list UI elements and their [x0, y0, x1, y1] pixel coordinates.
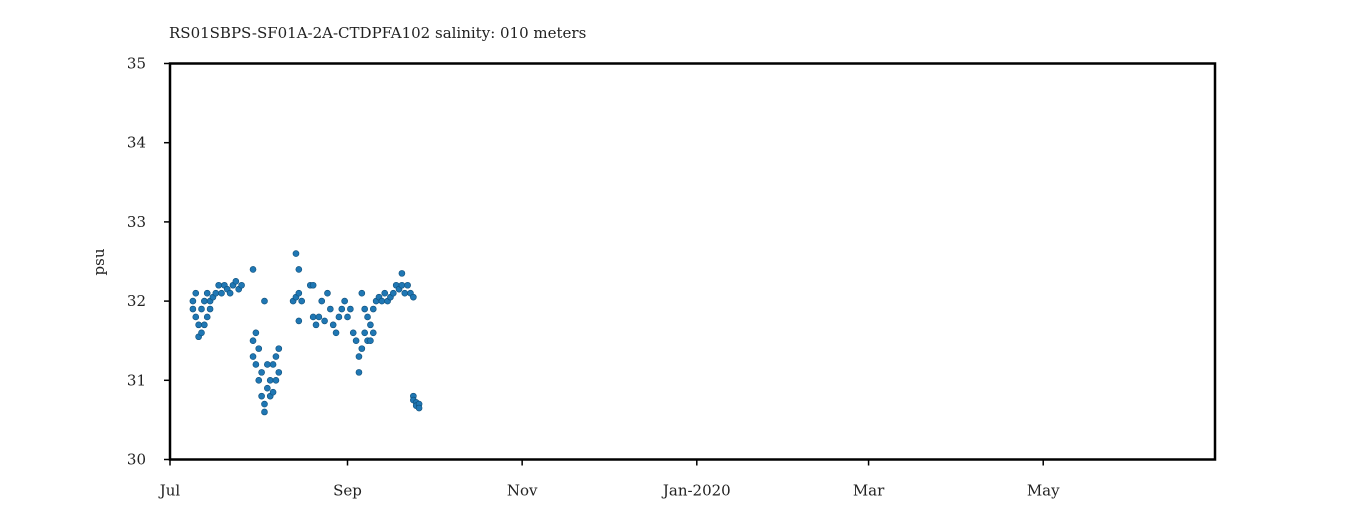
data-point	[261, 297, 268, 305]
data-point	[258, 392, 265, 400]
data-point	[404, 281, 411, 289]
data-point	[232, 277, 240, 285]
data-point	[321, 317, 328, 325]
data-point	[269, 361, 277, 368]
x-tick-label: Sep	[333, 482, 362, 500]
data-point	[252, 361, 260, 368]
data-point	[352, 337, 360, 345]
plot-frame	[168, 62, 1217, 461]
data-point	[381, 289, 389, 297]
data-point	[215, 281, 222, 289]
data-point	[361, 329, 368, 337]
y-axis-label: psu	[90, 248, 108, 275]
data-point	[410, 293, 417, 301]
data-point	[255, 345, 263, 352]
data-point	[315, 313, 323, 321]
data-point	[264, 384, 271, 392]
data-point	[192, 313, 200, 321]
y-tick-label: 33	[127, 213, 146, 231]
data-point	[415, 404, 423, 412]
data-point	[226, 289, 234, 297]
data-point	[318, 297, 326, 305]
data-point	[358, 345, 366, 352]
data-point	[378, 297, 386, 305]
data-point	[238, 281, 245, 289]
data-point	[369, 305, 377, 313]
data-point	[218, 289, 225, 297]
data-point	[338, 305, 346, 313]
data-point	[275, 345, 283, 352]
data-point	[327, 305, 334, 313]
data-point	[272, 353, 280, 360]
data-point	[295, 289, 303, 297]
data-point	[258, 369, 265, 376]
data-point	[295, 266, 303, 273]
data-point	[252, 329, 260, 337]
data-point	[255, 376, 263, 384]
data-point	[398, 281, 406, 289]
data-point	[347, 305, 354, 313]
data-point	[332, 329, 340, 337]
data-point	[361, 305, 368, 313]
data-point	[309, 313, 317, 321]
data-point	[195, 321, 202, 329]
data-point	[309, 281, 317, 289]
data-point	[203, 313, 211, 321]
data-point	[261, 400, 268, 408]
data-point	[269, 388, 277, 396]
data-point	[198, 305, 205, 313]
x-tick-label: Jul	[158, 482, 181, 500]
y-tick-label: 34	[127, 134, 146, 152]
y-tick-label: 31	[127, 371, 146, 389]
x-tick-label: Nov	[507, 482, 538, 500]
data-point	[324, 289, 331, 297]
data-point	[390, 289, 397, 297]
data-point	[261, 408, 268, 416]
data-point	[335, 313, 343, 321]
data-point	[398, 270, 406, 277]
data-point	[189, 297, 197, 305]
data-point	[189, 305, 197, 313]
data-point	[201, 321, 208, 329]
data-point	[206, 305, 214, 313]
data-point	[355, 369, 363, 376]
data-point	[329, 321, 337, 329]
data-point	[266, 376, 274, 384]
data-point	[272, 376, 280, 384]
x-tick-label: Jan-2020	[661, 482, 731, 500]
data-point	[312, 321, 320, 329]
data-point	[364, 313, 371, 321]
data-point	[295, 317, 303, 325]
data-point	[349, 329, 357, 337]
data-point	[249, 266, 257, 273]
data-point	[201, 297, 208, 305]
x-tick-label: Mar	[853, 482, 885, 500]
data-point	[212, 289, 220, 297]
data-point	[369, 329, 377, 337]
data-point	[358, 289, 366, 297]
data-point	[198, 329, 205, 337]
data-point	[249, 353, 257, 360]
data-point	[341, 297, 348, 305]
axis-ticks: 30 31 32 33 34 35 Jul Sep Nov Jan-2020 Mar May	[127, 55, 1060, 500]
data-point	[355, 353, 363, 360]
data-point	[249, 337, 257, 345]
chart-title: RS01SBPS-SF01A-2A-CTDPFA102 salinity: 01…	[169, 24, 586, 42]
data-point	[367, 337, 374, 345]
data-point	[192, 289, 200, 297]
data-point	[203, 289, 211, 297]
data-point	[298, 297, 305, 305]
y-tick-label: 32	[127, 292, 146, 310]
y-tick-label: 35	[127, 55, 146, 73]
data-point	[344, 313, 351, 321]
x-tick-label: May	[1027, 482, 1060, 500]
data-point	[264, 361, 271, 368]
data-point	[367, 321, 374, 329]
data-point	[401, 289, 409, 297]
y-tick-label: 30	[127, 451, 146, 469]
data-points	[189, 250, 423, 416]
data-point	[292, 250, 300, 257]
data-point	[275, 369, 283, 376]
